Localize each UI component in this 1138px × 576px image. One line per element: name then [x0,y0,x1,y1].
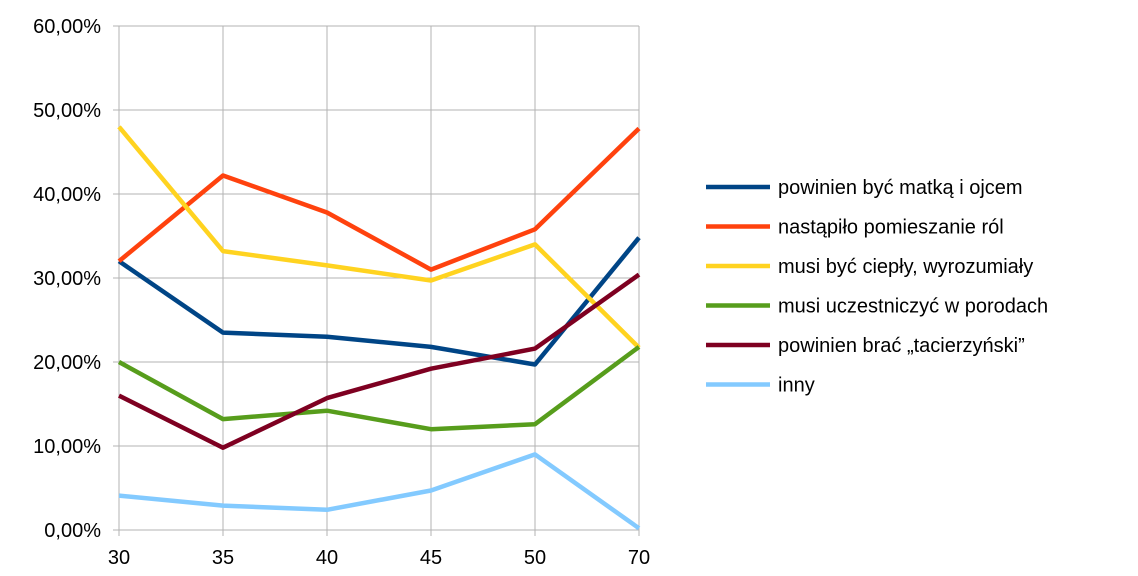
y-tick-label: 50,00% [33,100,101,122]
y-tick-label: 0,00% [44,520,101,542]
x-tick-label: 50 [524,547,546,569]
legend: powinien być matką i ojcem nastąpiło pomi… [706,177,1048,397]
legend-label: powinien brać „tacierzyński” [778,335,1025,357]
legend-label: musi uczestniczyć w porodach [778,296,1048,318]
x-tick-label: 30 [108,547,130,569]
series-line-5 [117,272,641,450]
x-tick-label: 40 [316,547,338,569]
x-tick-label: 70 [628,547,650,569]
grid [113,25,640,536]
series-line-3 [117,125,641,350]
series-lines [117,125,641,531]
legend-label: musi być ciepły, wyrozumiały [778,256,1033,278]
legend-label: powinien być matką i ojcem [778,177,1023,199]
series-line-4 [117,345,641,432]
legend-label: inny [778,375,815,397]
y-tick-label: 40,00% [33,184,101,206]
series-line-6 [118,452,641,531]
x-tick-label: 35 [212,547,234,569]
legend-label: nastąpiło pomieszanie ról [778,217,1004,239]
series-line-1 [117,236,641,367]
series-line-2 [117,126,641,272]
y-tick-label: 30,00% [33,268,101,290]
y-axis-tick-labels: 0,00% 10,00% 20,00% 30,00% 40,00% 50,00% 60,00… [33,16,101,542]
y-tick-label: 60,00% [33,16,101,38]
x-axis-tick-labels: 30 35 40 45 50 70 [108,547,650,569]
x-tick-label: 45 [420,547,442,569]
y-tick-label: 10,00% [33,436,101,458]
y-tick-label: 20,00% [33,352,101,374]
